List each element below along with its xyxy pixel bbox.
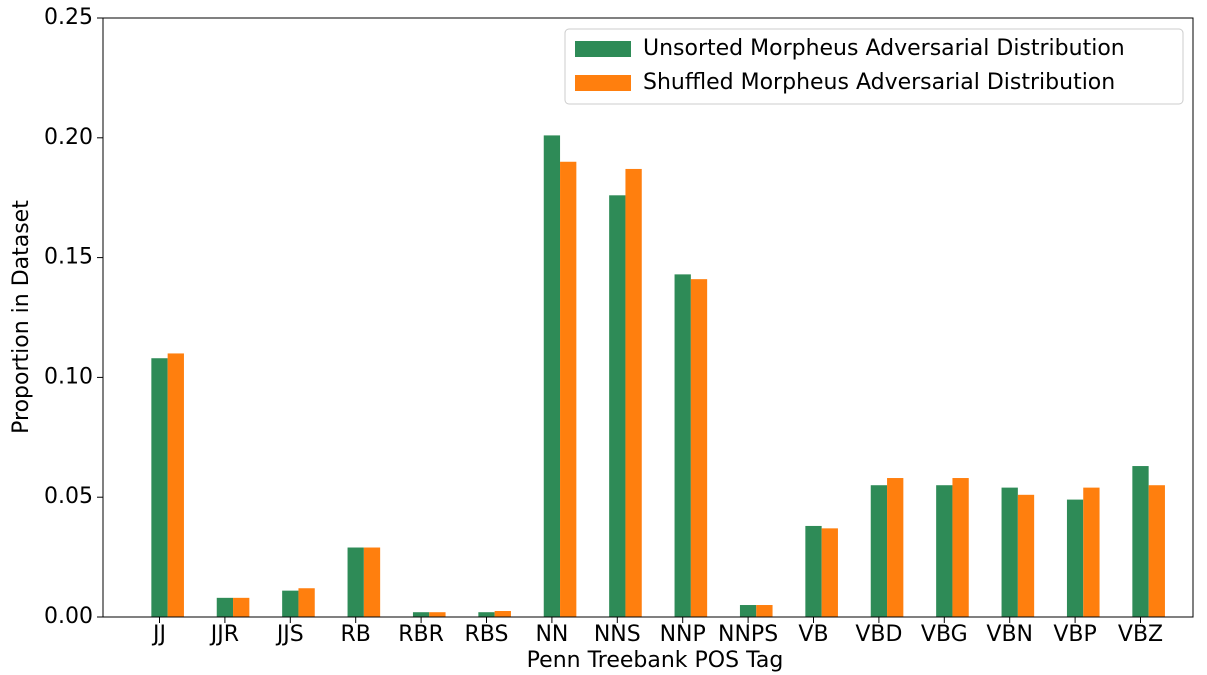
x-tick-label: NN [535, 622, 568, 647]
y-tick-label: 0.00 [44, 604, 93, 629]
bar [936, 485, 953, 617]
bar [282, 590, 299, 617]
legend-box [564, 28, 1184, 105]
legend-label: Unsorted Morpheus Adversarial Distributi… [643, 36, 1125, 61]
y-tick-label: 0.10 [44, 364, 93, 389]
bar [1148, 485, 1165, 617]
x-axis-label: Penn Treebank POS Tag [527, 648, 784, 673]
bar [1132, 466, 1149, 617]
legend-swatch [575, 41, 631, 57]
bar [216, 597, 234, 617]
x-tick-label: NNPS [718, 622, 778, 647]
x-tick-label: RBR [398, 622, 444, 647]
bar [151, 358, 168, 617]
x-tick-label: VBD [855, 622, 902, 647]
legend-label: Shuffled Morpheus Adversarial Distributi… [643, 70, 1115, 95]
x-tick-label: VBG [921, 622, 968, 647]
plot-frame [102, 17, 1194, 618]
bar [560, 161, 577, 617]
bar [821, 528, 838, 617]
bar [478, 612, 495, 617]
bar [1017, 494, 1035, 617]
y-tick-label: 0.15 [44, 245, 93, 270]
y-tick-label: 0.25 [44, 5, 93, 30]
bar [625, 168, 642, 617]
bar [690, 279, 708, 617]
bar [429, 612, 446, 617]
bar [756, 605, 773, 617]
x-tick-label: NNP [660, 622, 706, 647]
bar [347, 547, 364, 617]
bar [609, 195, 626, 617]
bar [233, 597, 250, 617]
x-tick-label: JJR [209, 622, 239, 647]
x-tick-label: VB [798, 622, 828, 647]
x-tick-label: JJ [151, 622, 166, 647]
bar [805, 525, 822, 617]
y-axis-label: Proportion in Dataset [9, 200, 34, 434]
bar [167, 353, 184, 617]
bar [1001, 487, 1018, 617]
x-tick-label: VBN [986, 622, 1033, 647]
x-tick-label: NNS [594, 622, 641, 647]
bar [298, 588, 315, 617]
bar [674, 274, 691, 617]
x-tick-label: RB [341, 622, 371, 647]
x-tick-label: VBP [1053, 622, 1096, 647]
bar [363, 547, 381, 617]
y-tick-label: 0.05 [44, 484, 93, 509]
x-tick-label: RBS [465, 622, 509, 647]
bar [1083, 487, 1100, 617]
y-tick-label: 0.20 [44, 125, 93, 150]
x-tick-label: JJS [275, 622, 304, 647]
legend-swatch [575, 75, 631, 91]
bar [494, 611, 511, 617]
bar [543, 135, 561, 618]
bar [1066, 499, 1084, 617]
bar [739, 605, 757, 617]
x-tick-label: VBZ [1118, 622, 1163, 647]
bar [412, 612, 430, 617]
bar [952, 478, 969, 617]
bar [887, 478, 904, 617]
bar [870, 485, 888, 617]
